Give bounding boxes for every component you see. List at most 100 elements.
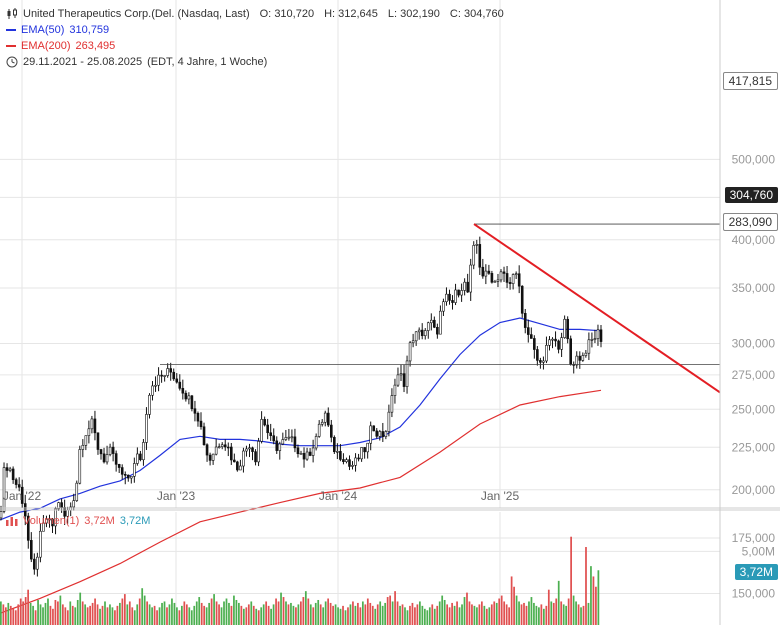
volume-bar: [419, 601, 421, 625]
candle-body: [423, 330, 427, 337]
candle-body: [472, 245, 476, 266]
candle-body: [454, 289, 457, 303]
candle: [357, 453, 360, 462]
candle-body: [536, 349, 539, 361]
candle: [181, 379, 185, 400]
candle: [139, 450, 142, 462]
candle-body: [163, 375, 166, 377]
volume-bar: [369, 602, 372, 625]
candle-body: [563, 318, 566, 338]
volume-bar: [242, 608, 245, 625]
candle: [326, 407, 330, 427]
candle: [420, 323, 424, 340]
volume-bar: [277, 601, 280, 625]
ema50-label: EMA(50): [21, 24, 65, 36]
volume-bar: [220, 607, 223, 625]
volume-bar: [307, 598, 310, 625]
candle-body: [511, 274, 515, 284]
candle: [375, 428, 379, 439]
candle: [333, 435, 336, 454]
volume-tick-label: 5,00M: [742, 544, 775, 558]
volume-bar: [183, 601, 186, 625]
candle: [472, 241, 476, 270]
candle-body: [260, 419, 263, 442]
candle-body: [214, 446, 218, 455]
candle-body: [336, 451, 339, 453]
candle: [108, 443, 112, 457]
period-range: 29.11.2021 - 25.08.2025: [23, 56, 143, 68]
candle-body: [120, 467, 124, 475]
volume-bar: [590, 566, 592, 625]
volume-bar: [146, 601, 149, 625]
candle: [396, 367, 400, 387]
candle-body: [157, 374, 160, 386]
volume-bar: [421, 605, 424, 625]
candle: [269, 423, 272, 441]
candle-body: [263, 419, 266, 426]
candle: [226, 442, 230, 457]
candle: [330, 419, 333, 443]
volume-bar: [121, 598, 124, 625]
candle: [454, 283, 457, 306]
volume-bar: [337, 607, 339, 625]
candle: [539, 357, 542, 369]
volume-bar: [334, 604, 337, 625]
candle-body: [8, 468, 12, 471]
volume-bar: [500, 595, 503, 625]
volume-bars-icon: [6, 517, 18, 526]
volume-bar: [32, 605, 34, 625]
volume-bar: [265, 601, 268, 625]
volume-bar: [171, 598, 173, 625]
volume-bar: [238, 602, 240, 625]
volume-bar: [190, 610, 193, 625]
candle: [145, 407, 148, 450]
candle: [502, 266, 506, 282]
volume-bar: [223, 601, 225, 625]
candle: [233, 453, 236, 463]
candle: [102, 447, 106, 464]
candle-body: [393, 384, 397, 396]
candle: [526, 319, 530, 343]
close-label: C:: [449, 8, 461, 20]
candle: [90, 415, 94, 434]
candle-body: [242, 450, 245, 467]
candle: [63, 499, 66, 526]
candle-body: [417, 329, 421, 333]
volume-bar: [29, 602, 32, 625]
x-tick-label: Jan '24: [319, 489, 358, 503]
y-tick-label: 400,000: [732, 233, 776, 247]
candle: [111, 441, 115, 462]
volume-bar: [37, 599, 39, 625]
candle: [160, 370, 163, 383]
candle-body: [281, 439, 285, 445]
candle: [414, 331, 418, 346]
candle: [220, 442, 224, 450]
candle-body: [54, 508, 57, 527]
candle: [548, 336, 551, 351]
volume-bar: [525, 605, 528, 625]
candle-body: [584, 352, 588, 356]
volume-bar: [39, 604, 42, 625]
candle-body: [387, 411, 391, 432]
candle-body: [351, 465, 354, 467]
volume-bar: [428, 607, 431, 625]
candle: [508, 277, 512, 290]
volume-bar: [267, 605, 270, 625]
candle: [475, 239, 479, 254]
volume-bar: [14, 610, 17, 625]
volume-bar: [495, 602, 498, 625]
volume-bar: [567, 598, 570, 625]
volume-bar: [406, 610, 409, 625]
volume-bar: [458, 607, 461, 625]
candle-body: [414, 331, 418, 342]
volume-bar: [292, 605, 295, 625]
volume-bar: [185, 604, 188, 625]
candle: [60, 498, 63, 513]
candle: [169, 362, 172, 381]
candle: [8, 466, 12, 473]
open-label: O:: [259, 8, 272, 20]
volume-bar: [262, 604, 265, 625]
candle-body: [245, 448, 248, 452]
candle: [339, 443, 342, 462]
